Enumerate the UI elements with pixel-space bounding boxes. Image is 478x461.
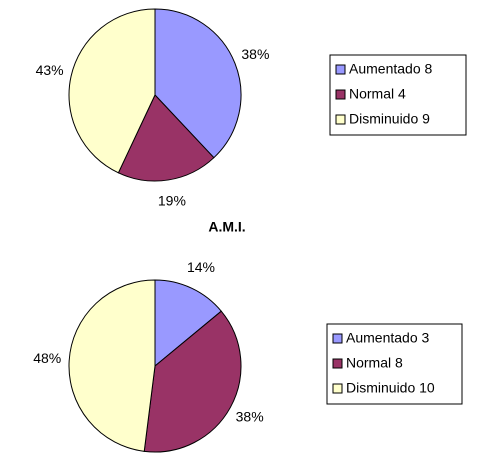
pie-slice [68, 279, 156, 452]
pie-slice [68, 8, 156, 174]
legend-swatch [335, 64, 346, 75]
legend-label: Normal 8 [346, 355, 403, 371]
legend-swatch [332, 333, 343, 344]
legend-swatch [335, 114, 346, 125]
legend-label: Normal 4 [349, 86, 406, 102]
pie-slice [154, 8, 242, 159]
legend-swatch [332, 383, 343, 394]
data-label: 14% [187, 259, 215, 275]
pie-slice [154, 279, 222, 368]
legend-label: Aumentado 3 [346, 330, 429, 346]
legend-swatch [332, 358, 343, 369]
data-label: 48% [33, 350, 61, 366]
pie-slice [117, 94, 215, 182]
legend-label: Disminuido 9 [349, 111, 430, 127]
data-label: 38% [241, 46, 269, 62]
legend-box [329, 54, 467, 136]
data-label: 38% [236, 409, 264, 425]
legend-label: Aumentado 8 [349, 61, 432, 77]
data-label: 19% [158, 192, 186, 208]
legend-label: Disminuido 10 [346, 380, 435, 396]
pie-slice [143, 310, 242, 453]
chart-title: A.M.I. [208, 219, 245, 235]
legend-box [326, 323, 463, 405]
legend-swatch [335, 89, 346, 100]
data-label: 43% [36, 62, 64, 78]
